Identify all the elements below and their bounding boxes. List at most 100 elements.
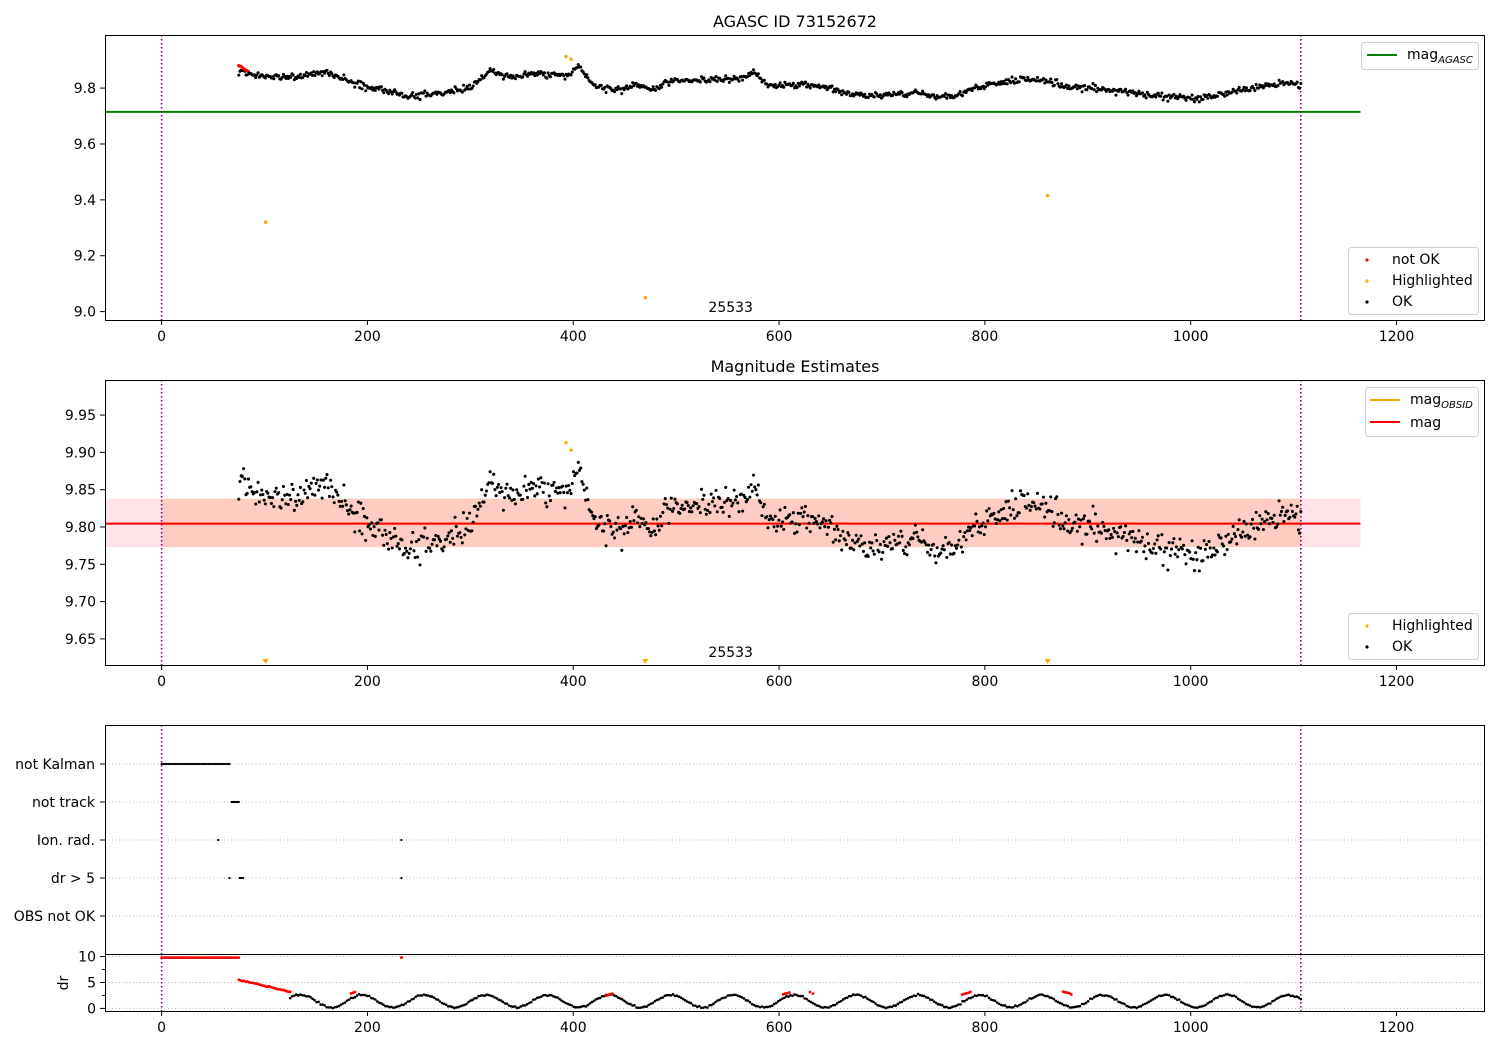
agasc-ok-point	[532, 71, 536, 75]
dr-ok-point	[301, 993, 304, 997]
agasc-ok-point	[748, 73, 752, 77]
magnitude-ok-point	[500, 490, 504, 494]
agasc-ok-point	[1166, 99, 1170, 103]
magnitude-ok-point	[532, 482, 536, 486]
dr-ok-point	[471, 998, 474, 1002]
agasc-ok-point	[1223, 94, 1227, 98]
magnitude-ok-point	[1003, 516, 1007, 521]
dr-ok-point	[736, 994, 740, 997]
agasc-ok-point	[1010, 75, 1014, 79]
magnitude-ok-point	[718, 496, 722, 501]
magnitude-ok-point	[553, 489, 557, 493]
magnitude-ok-point	[447, 531, 451, 535]
dr-ok-point	[556, 996, 559, 999]
flag-point	[169, 762, 172, 766]
magnitude-ok-point	[825, 532, 829, 537]
agasc-ok-point	[1034, 79, 1038, 83]
magnitude-ok-point	[1107, 528, 1111, 532]
dr-ok-point	[748, 1000, 752, 1004]
dr-ok-point	[1283, 994, 1286, 998]
magnitude-ytick-label: 9.75	[65, 557, 96, 573]
magnitude-ok-point	[1075, 529, 1079, 533]
magnitude-ok-point	[695, 502, 699, 506]
magnitude-ok-point	[992, 511, 996, 515]
magnitude-ok-point	[997, 510, 1001, 514]
dr-ok-point	[1064, 1004, 1068, 1007]
agasc-ok-point	[970, 88, 974, 93]
dr-ok-point	[689, 1002, 693, 1005]
agasc-ok-point	[750, 72, 754, 76]
dr-ok-point	[1018, 1003, 1021, 1007]
dr-ok-point	[924, 995, 928, 999]
dr-ok-point	[1074, 1005, 1078, 1009]
agasc-ok-point	[900, 91, 904, 95]
dr-ok-point	[396, 1005, 399, 1008]
magnitude-ok-point	[356, 500, 360, 504]
magnitude-ok-point	[863, 541, 867, 545]
dr-ok-point	[779, 998, 782, 1002]
offscale-highlighted-marker	[262, 659, 269, 664]
magnitude-ok-point	[510, 498, 514, 502]
magnitude-ok-point	[499, 486, 503, 490]
dr-ok-point	[538, 996, 541, 999]
agasc-ok-point	[341, 77, 345, 82]
flag-point	[212, 762, 215, 766]
magnitude-ok-point	[1070, 526, 1075, 530]
agasc-ok-point	[416, 96, 420, 100]
agasc-highlighted-point	[263, 220, 268, 224]
agasc-ok-point	[325, 68, 329, 72]
dr-ok-point	[515, 1006, 519, 1010]
magnitude-ok-point	[748, 495, 752, 499]
magnitude-ok-point	[969, 526, 973, 530]
magnitude-ok-point	[488, 470, 492, 474]
magnitude-ok-point	[1266, 511, 1270, 516]
magnitude-ok-point	[237, 497, 241, 501]
magnitude-ok-point	[1278, 513, 1282, 517]
dr-ok-point	[872, 1000, 875, 1004]
magnitude-ok-point	[947, 541, 951, 545]
magnitude-ok-point	[1248, 535, 1252, 539]
magnitude-ytick-label: 9.70	[65, 595, 96, 611]
agasc-ok-point	[263, 76, 267, 80]
flag-point	[183, 762, 186, 766]
magnitude-ok-point	[1073, 520, 1077, 524]
agasc-ok-point	[313, 73, 317, 77]
magnitude-ok-point	[1230, 537, 1234, 541]
agasc-line-legend: magAGASC	[1361, 42, 1479, 70]
agasc-ok-point	[1144, 96, 1148, 100]
agasc-ok-point	[312, 70, 316, 74]
magnitude-ok-point	[614, 521, 618, 525]
dr-ok-point	[675, 994, 679, 998]
magnitude-ok-point	[1215, 550, 1220, 554]
magnitude-ok-point	[782, 527, 786, 531]
agasc-ok-point	[330, 72, 334, 76]
agasc-ok-point	[669, 77, 673, 81]
agasc-ok-point	[1281, 79, 1285, 84]
dr-ok-point	[388, 1005, 391, 1009]
agasc-ok-point	[919, 92, 923, 96]
dr-xtick-label: 200	[354, 1020, 381, 1036]
dr-ok-point	[1222, 994, 1226, 997]
magnitude-ok-point	[335, 490, 339, 494]
magnitude-ok-point	[545, 505, 549, 509]
agasc-ok-point	[1172, 92, 1176, 96]
magnitude-ok-point	[1082, 514, 1087, 518]
magnitude-ok-point	[1231, 524, 1235, 528]
magnitude-ok-point	[476, 507, 480, 511]
dr-ok-point	[657, 998, 661, 1001]
dr-ok-point	[807, 999, 810, 1003]
dr-ok-point	[955, 1004, 958, 1007]
magnitude-ok-point	[727, 514, 731, 518]
flag-point	[228, 762, 231, 766]
magnitude-ok-point	[468, 511, 472, 515]
dr-ok-point	[677, 995, 681, 998]
magnitude-ok-point	[329, 478, 333, 482]
dr-ok-point	[860, 994, 863, 998]
agasc-ok-point	[824, 84, 828, 88]
magnitude-ok-point	[568, 488, 572, 492]
magnitude-ok-point	[1288, 515, 1292, 519]
magnitude-ok-point	[801, 515, 805, 519]
magnitude-ok-point	[685, 500, 689, 505]
magnitude-ok-point	[1017, 511, 1021, 515]
dr-ok-point	[463, 1003, 466, 1007]
